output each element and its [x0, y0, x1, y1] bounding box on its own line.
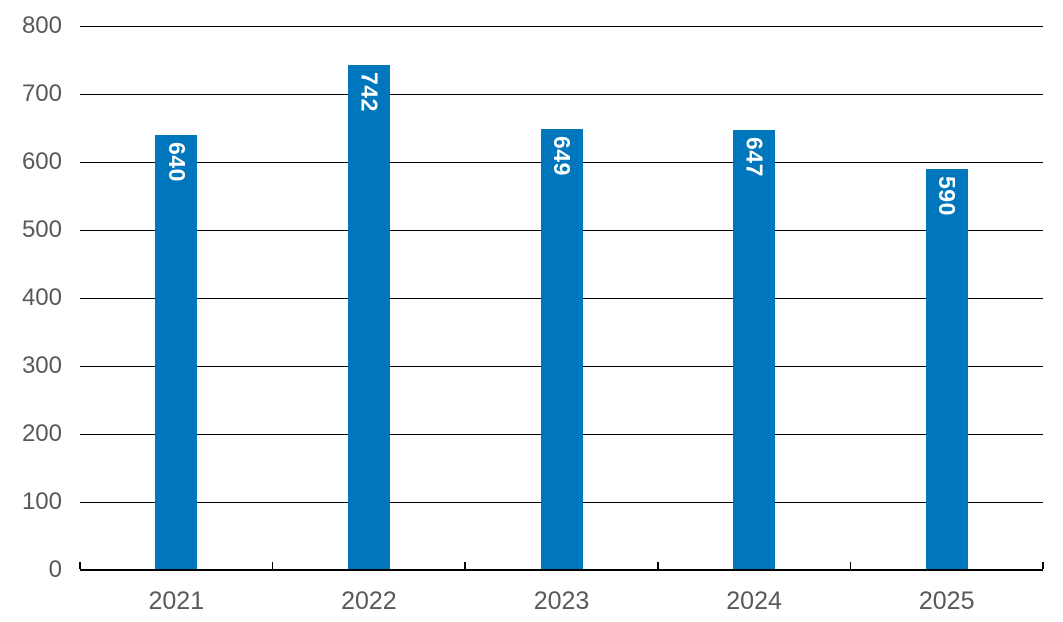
- y-axis-tick-label: 300: [21, 352, 62, 379]
- bar-value-label: 649: [549, 135, 575, 176]
- y-axis-tick-label: 600: [21, 148, 62, 175]
- bar-2023: 649: [540, 128, 583, 570]
- x-axis-tick-label: 2024: [726, 587, 782, 615]
- bar-value-label: 640: [163, 141, 190, 182]
- x-axis-tick: [657, 562, 659, 569]
- gridline: [80, 93, 1043, 95]
- x-axis-tick-label: 2021: [148, 587, 205, 615]
- x-axis-tick: [464, 562, 466, 569]
- bar-2021: 640: [155, 134, 198, 570]
- bar-value-label: 590: [934, 175, 961, 216]
- y-axis-tick-label: 100: [21, 488, 62, 515]
- x-axis-tick-label: 2022: [341, 587, 397, 615]
- y-axis-tick-label: 400: [21, 284, 62, 311]
- x-axis-tick-label: 2023: [533, 587, 590, 615]
- x-axis-tick-label: 2025: [918, 587, 975, 615]
- y-axis-tick-label: 200: [21, 420, 62, 447]
- x-axis-tick: [849, 562, 852, 569]
- x-axis-tick: [1042, 562, 1044, 569]
- bar-2024: 647: [733, 130, 776, 570]
- bar-value-label: 647: [741, 137, 768, 177]
- x-axis-tick: [271, 562, 274, 569]
- y-axis-tick-label: 500: [21, 216, 62, 243]
- y-axis-tick-label: 800: [21, 12, 62, 39]
- bar-value-label: 742: [356, 72, 383, 113]
- bar-2025: 590: [925, 168, 968, 570]
- y-axis-tick-label: 0: [48, 556, 62, 583]
- y-axis-tick-label: 700: [21, 80, 62, 107]
- bar-2022: 742: [347, 65, 390, 570]
- x-axis-tick: [79, 562, 81, 569]
- gridline: [80, 25, 1043, 27]
- x-axis-line: [80, 569, 1043, 571]
